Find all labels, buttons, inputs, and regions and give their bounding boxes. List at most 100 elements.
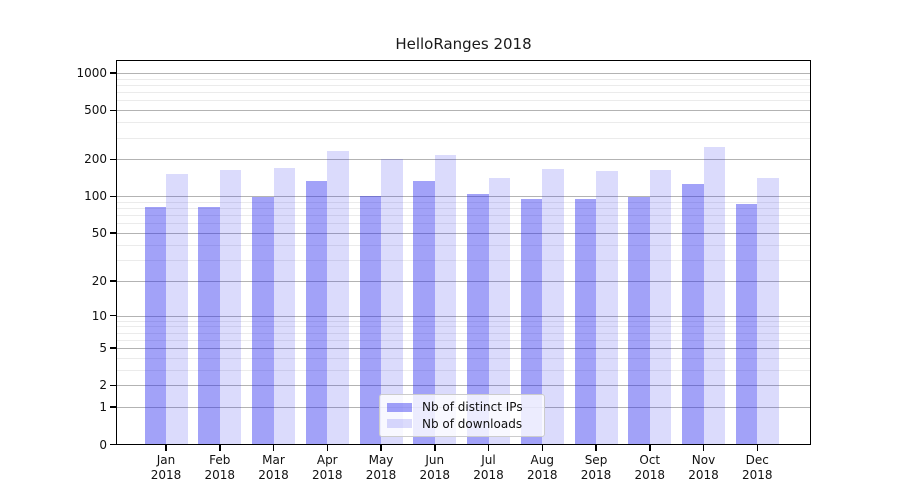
y-tick-mark — [110, 109, 116, 111]
x-tick-label-line: 2018 — [741, 467, 773, 482]
x-tick-label-line: 2018 — [204, 467, 236, 482]
gridline-major — [116, 110, 811, 112]
bar-distinct-ips — [359, 196, 381, 445]
bar-downloads — [434, 154, 457, 445]
x-tick-label-line: 2018 — [150, 467, 182, 482]
gridline-major — [116, 196, 811, 198]
x-tick-label-line: Feb — [209, 452, 231, 467]
y-tick-mark — [110, 314, 116, 317]
y-tick-label: 1000 — [76, 66, 107, 81]
x-tick-mark — [380, 444, 382, 451]
y-tick-label: 0 — [99, 437, 107, 452]
gridline-minor — [116, 215, 811, 217]
gridline-minor — [116, 223, 811, 225]
gridline-major — [116, 233, 811, 235]
gridline-minor — [116, 208, 811, 210]
x-tick-mark — [487, 444, 490, 451]
bar-downloads — [757, 177, 779, 445]
bar-downloads — [166, 174, 188, 445]
x-tick-mark — [165, 444, 167, 451]
x-tick-label-line: Dec — [745, 452, 769, 467]
y-tick-label: 100 — [84, 189, 107, 204]
y-tick-label: 50 — [91, 226, 107, 241]
x-tick-label-line: Nov — [691, 452, 716, 467]
y-tick-mark — [110, 158, 116, 161]
gridline-minor — [116, 122, 811, 124]
x-tick-mark — [756, 444, 758, 451]
bar-distinct-ips — [413, 180, 435, 445]
y-tick-mark — [110, 384, 116, 387]
x-tick-label-line: Sep — [584, 452, 608, 467]
x-tick-label-line: 2018 — [580, 467, 612, 482]
gridline-major — [116, 73, 811, 75]
bar-downloads — [649, 169, 672, 445]
gridline-minor — [116, 201, 811, 203]
x-tick-label-line: Mar — [262, 452, 285, 467]
gridline-minor — [116, 137, 811, 139]
gridline-minor — [116, 369, 811, 371]
legend-label-distinct-ips: Nb of distinct IPs — [422, 400, 523, 415]
x-tick-label-line: 2018 — [419, 467, 451, 482]
x-tick-mark — [649, 444, 651, 451]
x-tick-label-line: 2018 — [688, 467, 719, 482]
gridline-major — [116, 159, 811, 161]
gridline-minor — [116, 92, 811, 94]
x-tick-label-line: Jul — [481, 452, 496, 467]
x-tick-label-line: 2018 — [311, 467, 343, 482]
bar-distinct-ips — [574, 198, 596, 445]
x-tick-label: Sep 2018 — [556, 453, 636, 483]
bar-distinct-ips — [305, 180, 328, 445]
x-tick-mark — [702, 444, 705, 451]
x-tick-label: Oct 2018 — [610, 453, 690, 483]
x-tick-label: Nov 2018 — [664, 453, 744, 483]
x-tick-label-line: 2018 — [365, 467, 397, 482]
bar-distinct-ips — [682, 184, 704, 445]
legend-swatch-distinct-ips — [387, 402, 412, 412]
legend-item: Nb of downloads — [387, 417, 537, 431]
y-tick-label: 20 — [91, 273, 107, 288]
gridline-minor — [116, 100, 811, 102]
x-tick-mark — [326, 444, 328, 451]
x-tick-mark — [219, 444, 221, 451]
gridline-minor — [116, 320, 811, 322]
bar-downloads — [273, 168, 295, 445]
gridline-major — [116, 280, 811, 282]
gridline-minor — [116, 339, 811, 341]
gridline-minor — [116, 85, 811, 87]
x-tick-label-line: 2018 — [634, 467, 666, 482]
bar-downloads — [219, 169, 242, 445]
x-tick-label-line: Apr — [316, 452, 338, 467]
gridline-minor — [116, 326, 811, 328]
bar-distinct-ips — [198, 206, 220, 445]
y-tick-mark — [110, 443, 116, 446]
y-tick-mark — [110, 347, 116, 349]
gridline-major — [116, 348, 811, 350]
y-tick-mark — [110, 232, 116, 234]
x-tick-label: Dec 2018 — [717, 453, 797, 483]
y-tick-label: 200 — [84, 152, 107, 167]
bar-distinct-ips — [628, 197, 650, 445]
x-tick-label: Jan 2018 — [126, 453, 206, 483]
gridline-minor — [116, 357, 811, 359]
x-tick-label-line: May — [368, 452, 394, 467]
bar-distinct-ips — [735, 203, 758, 445]
x-tick-label: May 2018 — [341, 453, 421, 483]
y-tick-label: 5 — [99, 341, 107, 356]
x-tick-mark — [272, 444, 275, 451]
x-tick-label: Jul 2018 — [449, 453, 529, 483]
bar-downloads — [488, 178, 510, 445]
legend-swatch-downloads — [387, 419, 412, 429]
x-tick-mark — [541, 444, 543, 451]
gridline-major — [116, 385, 811, 387]
gridline-major — [116, 315, 811, 317]
x-tick-mark — [595, 444, 597, 451]
x-tick-label-line: Oct — [639, 452, 661, 467]
x-tick-label: Mar 2018 — [234, 453, 314, 483]
gridline-minor — [116, 78, 811, 80]
y-tick-label: 1 — [99, 400, 107, 415]
y-tick-mark — [110, 280, 116, 282]
gridline-minor — [116, 332, 811, 334]
x-tick-label-line: Jun — [425, 452, 445, 467]
